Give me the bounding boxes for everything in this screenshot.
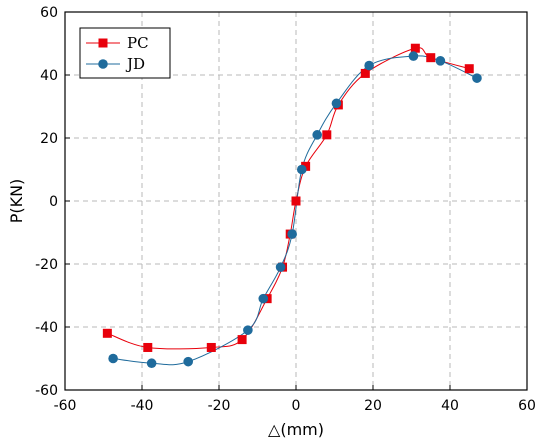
x-tick-label: -20 xyxy=(208,398,231,414)
legend: PC JD xyxy=(79,27,171,79)
data-point-jd xyxy=(275,262,286,272)
y-tick-label: 0 xyxy=(49,194,58,210)
data-point-jd xyxy=(408,51,419,61)
y-tick-label: -40 xyxy=(35,320,58,336)
data-point-jd xyxy=(331,98,342,109)
data-point-pc xyxy=(410,43,420,53)
data-point-jd xyxy=(364,60,374,71)
x-tick-label: 0 xyxy=(292,398,301,414)
legend-label-pc: PC xyxy=(127,34,149,52)
data-point-jd xyxy=(146,358,157,369)
data-point-pc xyxy=(322,130,332,140)
y-tick-label: 40 xyxy=(40,68,58,84)
data-point-jd xyxy=(243,325,253,335)
data-point-pc xyxy=(102,328,112,338)
x-tick-label: 60 xyxy=(518,398,536,414)
curves xyxy=(107,47,478,366)
y-tick-label: 60 xyxy=(40,5,58,21)
legend-marker-pc xyxy=(98,38,108,48)
y-tick-label: 20 xyxy=(40,131,58,147)
x-tick-label: 40 xyxy=(441,398,459,414)
data-point-jd xyxy=(287,229,297,239)
series-line-jd xyxy=(113,55,478,366)
markers xyxy=(102,43,482,369)
data-point-jd xyxy=(296,164,307,175)
data-point-pc xyxy=(237,335,247,345)
data-point-jd xyxy=(108,353,118,364)
data-point-pc xyxy=(464,64,474,74)
x-tick-label: 20 xyxy=(364,398,382,414)
legend-marker-jd xyxy=(98,59,108,69)
data-point-pc xyxy=(301,161,311,171)
data-point-jd xyxy=(258,293,269,304)
data-point-jd xyxy=(312,130,322,140)
data-point-pc xyxy=(291,196,301,206)
legend-label-jd: JD xyxy=(125,55,145,73)
series-line-pc xyxy=(107,47,470,350)
y-tick-label: -60 xyxy=(35,383,58,399)
data-point-jd xyxy=(435,56,446,66)
data-point-pc xyxy=(426,53,436,63)
x-tick-label: -40 xyxy=(131,398,154,414)
data-point-jd xyxy=(183,356,193,367)
legend-box xyxy=(79,27,171,79)
ticks: -60 -40 -20 0 20 40 60 -60 -40 -20 0 20 40 60 xyxy=(35,5,536,414)
data-point-pc xyxy=(143,342,153,352)
data-point-pc xyxy=(360,68,370,78)
x-axis-label: △(mm) xyxy=(268,420,324,439)
data-point-pc xyxy=(206,342,216,352)
y-axis-label: P(KN) xyxy=(7,179,26,224)
x-tick-label: -60 xyxy=(54,398,77,414)
y-tick-label: -20 xyxy=(35,257,58,273)
data-point-jd xyxy=(472,73,482,83)
